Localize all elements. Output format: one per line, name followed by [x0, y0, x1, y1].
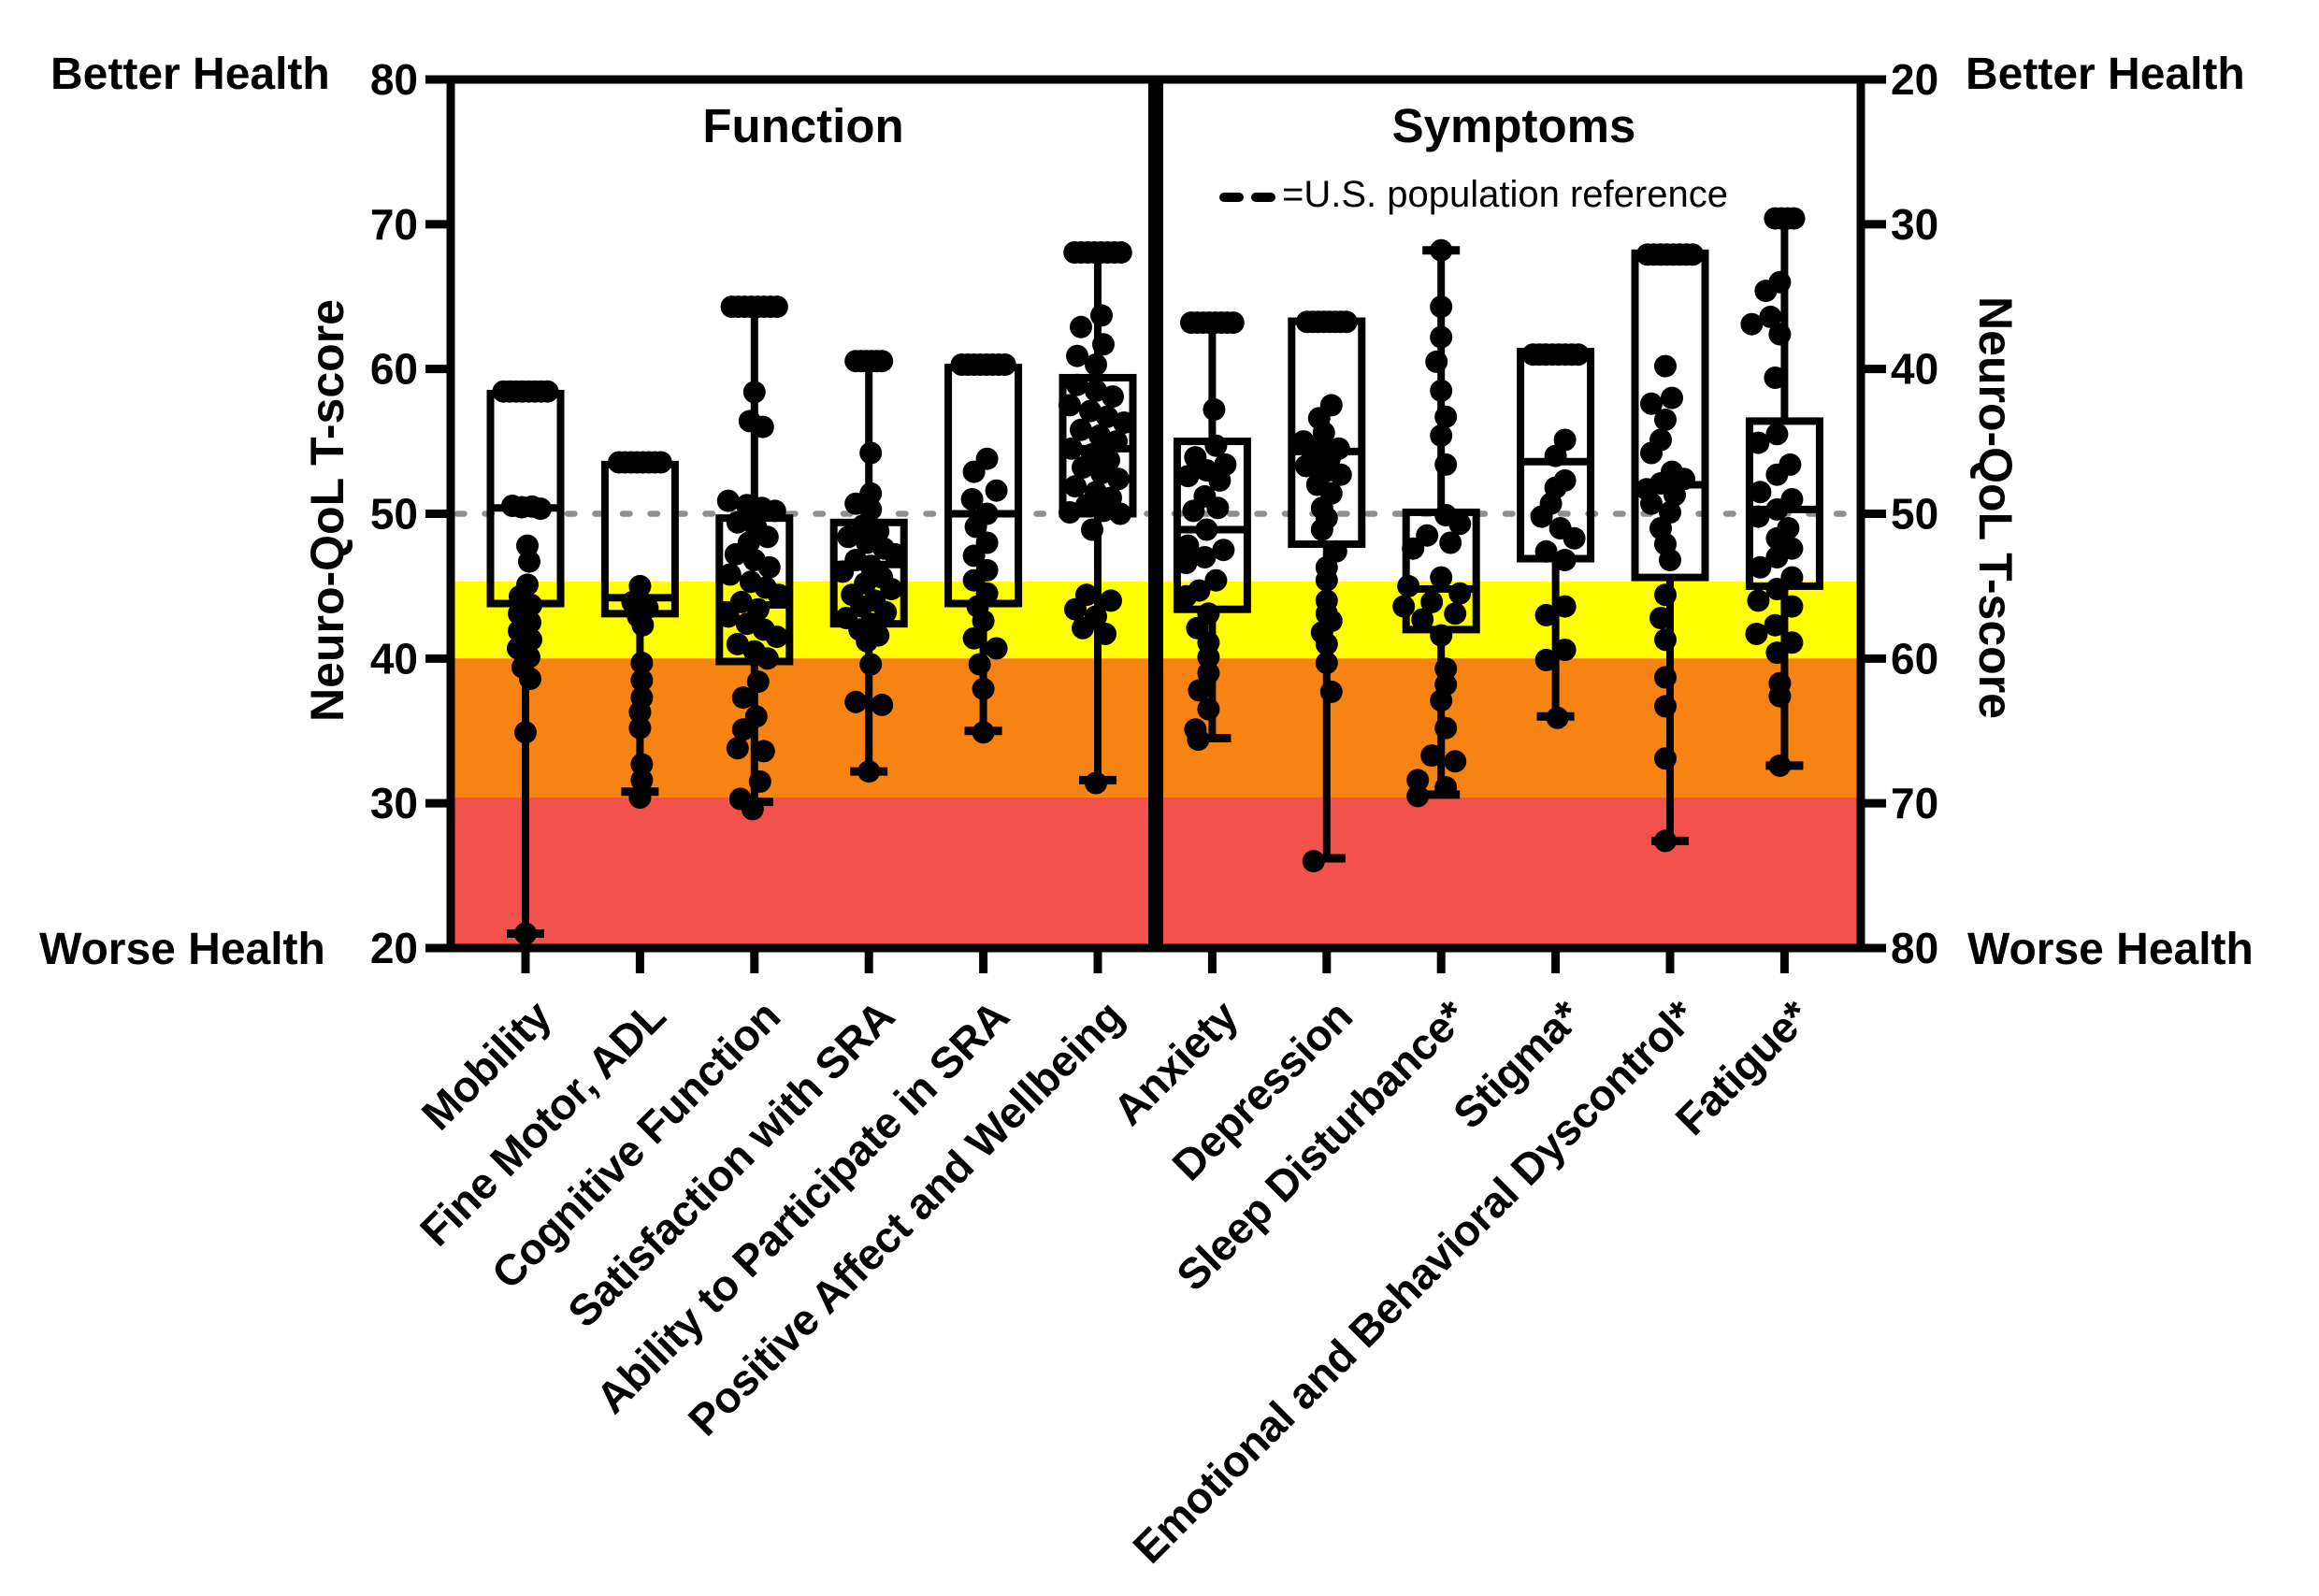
svg-text:Symptoms: Symptoms	[1392, 99, 1636, 152]
svg-text:Better Health: Better Health	[1966, 50, 2245, 99]
svg-text:Neuro-QoL T-score: Neuro-QoL T-score	[1969, 296, 2022, 719]
svg-text:40: 40	[1891, 345, 1938, 394]
svg-text:Worse Health: Worse Health	[1967, 925, 2254, 974]
svg-text:30: 30	[370, 779, 418, 827]
svg-text:Function: Function	[702, 99, 903, 152]
svg-text:Worse Health: Worse Health	[39, 925, 325, 974]
svg-text:Neuro-QoL T-score: Neuro-QoL T-score	[301, 299, 353, 722]
svg-text:70: 70	[1891, 779, 1938, 827]
svg-text:70: 70	[370, 200, 418, 249]
svg-text:20: 20	[1891, 55, 1938, 104]
svg-text:30: 30	[1891, 200, 1938, 249]
svg-text:60: 60	[370, 345, 418, 394]
svg-text:50: 50	[1891, 490, 1938, 539]
svg-text:80: 80	[370, 55, 418, 104]
svg-text:Better Health: Better Health	[50, 50, 330, 99]
svg-text:=U.S. population reference: =U.S. population reference	[1282, 174, 1728, 215]
svg-text:80: 80	[1891, 924, 1938, 972]
svg-text:50: 50	[370, 490, 418, 539]
svg-text:20: 20	[370, 924, 418, 972]
svg-text:60: 60	[1891, 634, 1938, 683]
svg-text:40: 40	[370, 634, 418, 683]
